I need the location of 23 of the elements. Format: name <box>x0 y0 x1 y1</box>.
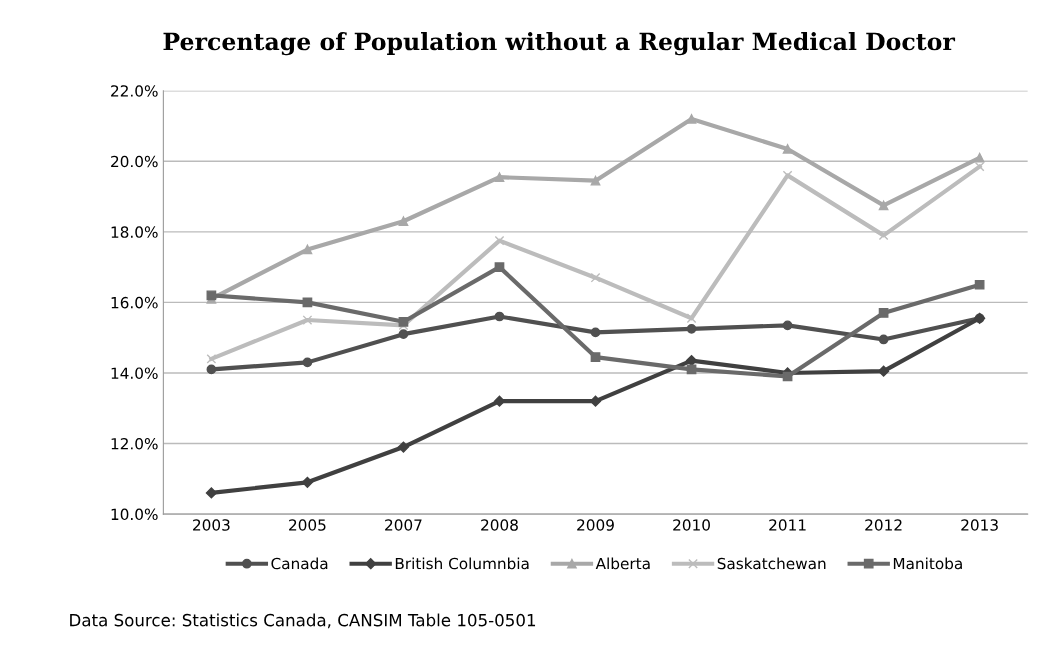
legend-label: Alberta <box>595 557 650 570</box>
x-tick-label: 2010 <box>673 519 710 531</box>
y-tick-label: 18.0% <box>111 226 158 238</box>
chart-title: Percentage of Population without a Regular Medical Doctor <box>163 32 956 56</box>
legend-label: Manitoba <box>893 557 962 570</box>
legend-label: Canada <box>271 557 328 570</box>
source-note: Data Source: Statistics Canada, CANSIM Table 105-0501 <box>70 613 536 629</box>
legend-label: Saskatchewan <box>717 557 826 570</box>
x-tick-label: 2012 <box>865 519 902 531</box>
x-tick-label: 2011 <box>769 519 806 531</box>
x-tick-label: 2013 <box>961 519 998 531</box>
legend-label: British Columnbia <box>395 557 529 570</box>
x-tick-label: 2009 <box>577 519 614 531</box>
x-tick-label: 2008 <box>481 519 518 531</box>
y-tick-label: 10.0% <box>111 508 158 521</box>
y-tick-label: 20.0% <box>111 155 158 168</box>
y-tick-label: 12.0% <box>111 437 158 450</box>
x-tick-label: 2007 <box>385 519 422 531</box>
y-tick-label: 22.0% <box>111 85 158 97</box>
x-tick-label: 2003 <box>193 519 230 531</box>
x-tick-label: 2005 <box>289 519 326 531</box>
y-tick-label: 16.0% <box>111 296 158 309</box>
y-tick-label: 14.0% <box>111 367 158 379</box>
